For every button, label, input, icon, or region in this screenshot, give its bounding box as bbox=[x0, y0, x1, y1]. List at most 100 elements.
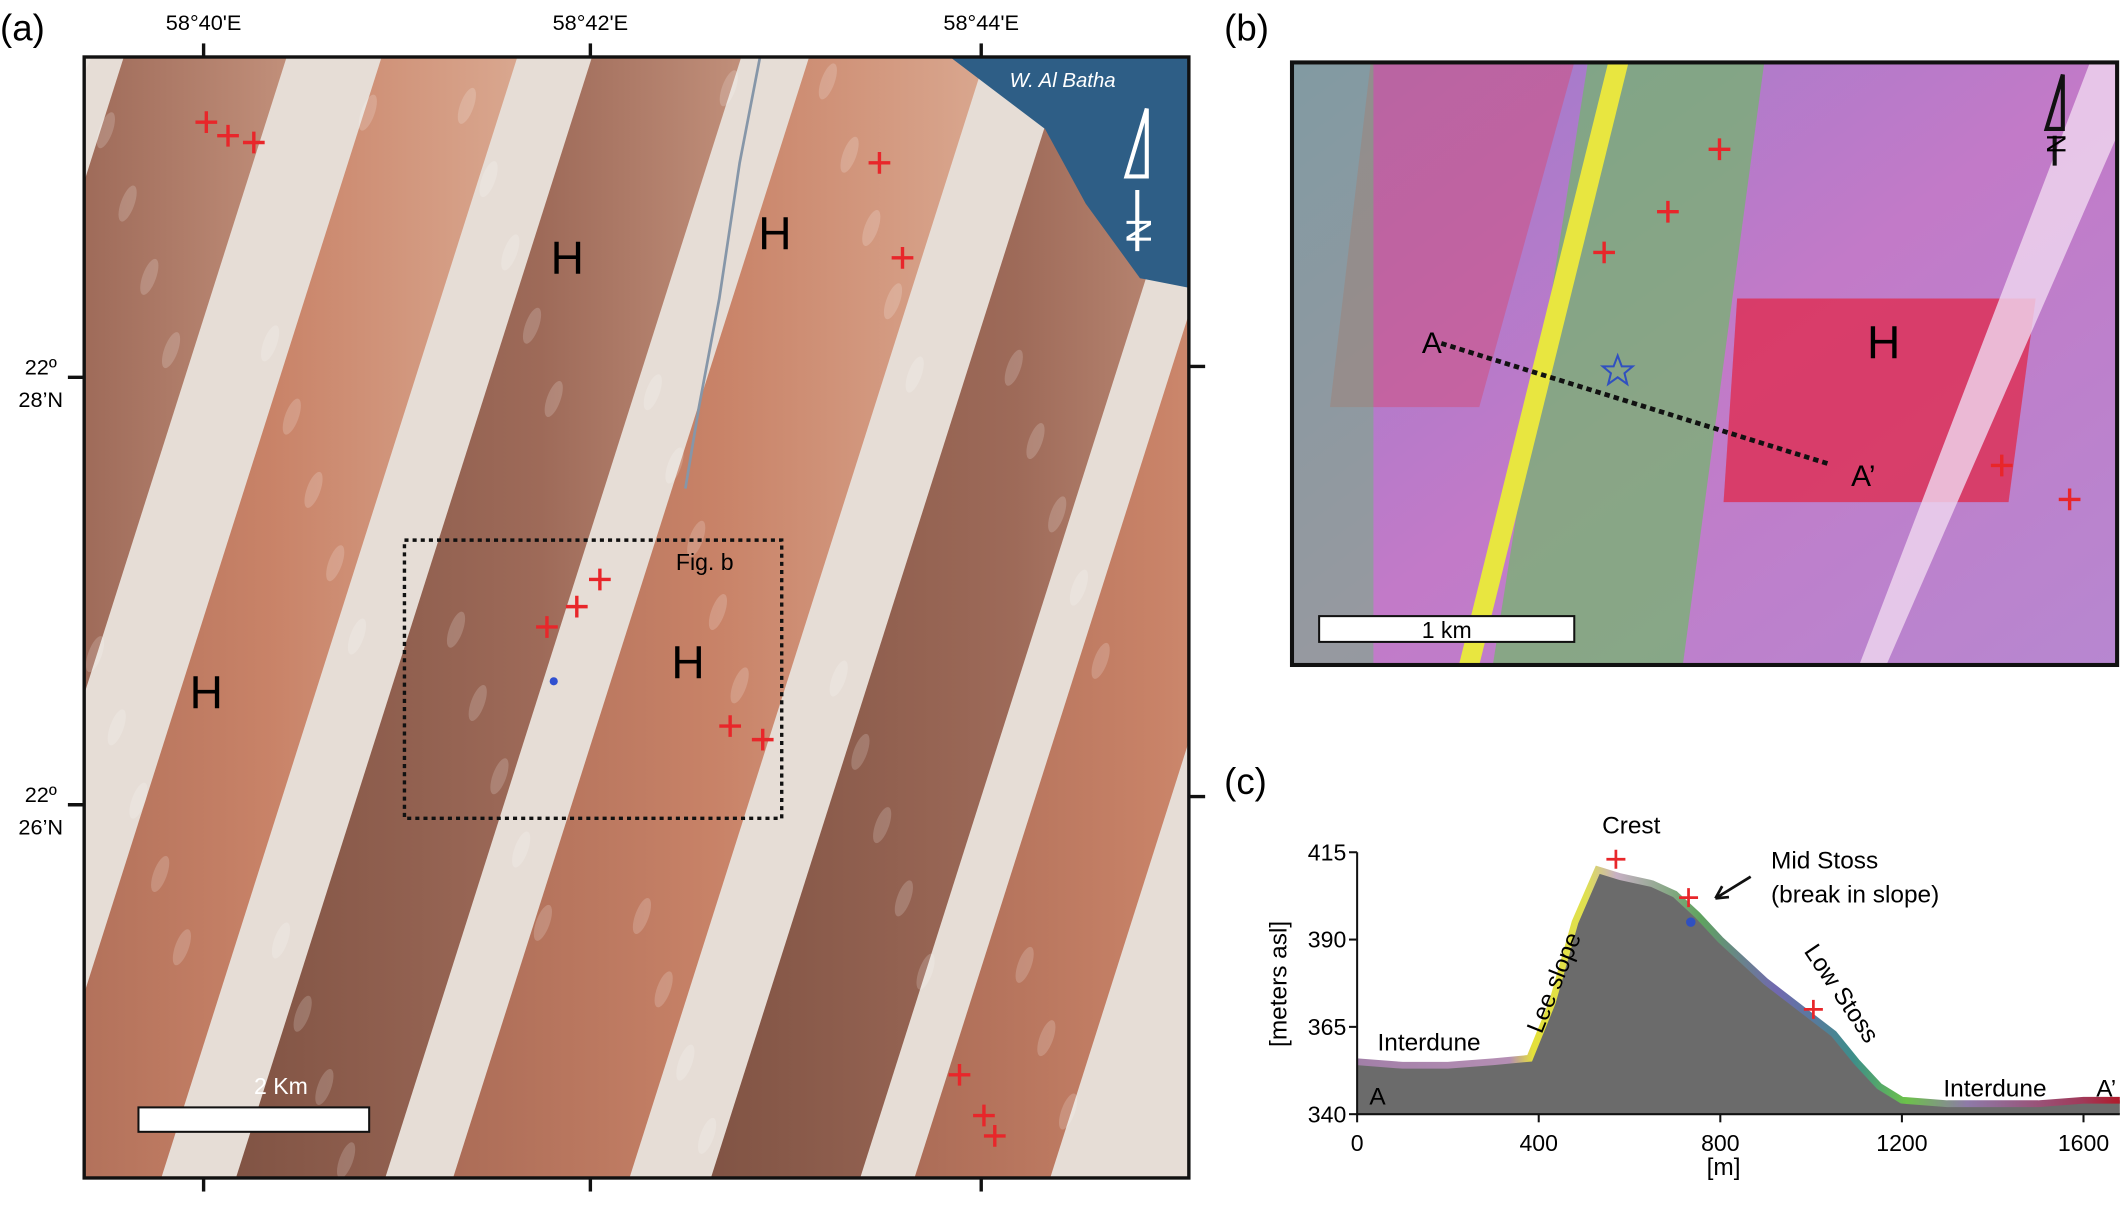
texture bbox=[172, 929, 191, 966]
hollow-label: H bbox=[1867, 316, 1900, 368]
panel-label: (a) bbox=[0, 8, 45, 49]
texture bbox=[1004, 349, 1023, 386]
texture bbox=[818, 63, 837, 100]
texture bbox=[336, 1142, 356, 1178]
north-arrow bbox=[1123, 107, 1149, 252]
sample-marker bbox=[1593, 241, 1615, 264]
texture bbox=[643, 374, 662, 411]
place-label: W. Al Batha bbox=[1010, 70, 1116, 92]
profile-start: A bbox=[1422, 327, 1442, 360]
scale-bar bbox=[137, 1106, 371, 1133]
sample-marker bbox=[1606, 849, 1626, 869]
texture bbox=[1069, 569, 1089, 606]
annotation: (break in slope) bbox=[1771, 881, 1939, 908]
sample-marker bbox=[891, 246, 914, 269]
x-tick-label: 1200 bbox=[1876, 1130, 1927, 1156]
texture bbox=[851, 733, 870, 770]
texture bbox=[840, 136, 859, 173]
scale-label: 2 Km bbox=[254, 1073, 308, 1099]
sample-marker bbox=[1657, 200, 1679, 223]
texture bbox=[107, 709, 126, 746]
sample-marker bbox=[719, 715, 742, 737]
north-label: N bbox=[2041, 134, 2072, 154]
hollow-label: H bbox=[190, 666, 223, 718]
texture bbox=[293, 995, 312, 1032]
sample-marker bbox=[973, 1104, 995, 1127]
dune bbox=[914, 314, 1189, 1178]
texture bbox=[1015, 946, 1034, 983]
y-tick-label: 340 bbox=[1308, 1101, 1346, 1127]
y-tick-label: 365 bbox=[1308, 1014, 1346, 1040]
map-frame bbox=[82, 55, 1191, 1180]
texture bbox=[457, 87, 476, 124]
texture bbox=[862, 209, 881, 246]
texture bbox=[282, 398, 301, 435]
x-tick-label: 400 bbox=[1519, 1130, 1557, 1156]
texture bbox=[512, 831, 531, 868]
north-label: N bbox=[1120, 218, 1159, 243]
lat-label: 22º bbox=[25, 782, 57, 807]
x-axis-label: [m] bbox=[1707, 1154, 1741, 1181]
sample-marker bbox=[1708, 138, 1731, 161]
texture bbox=[533, 904, 552, 941]
texture bbox=[1091, 642, 1110, 679]
annotation: Interdune bbox=[1377, 1029, 1480, 1056]
texture bbox=[905, 356, 924, 393]
texture bbox=[140, 258, 159, 295]
texture bbox=[829, 660, 848, 697]
texture bbox=[304, 471, 323, 508]
texture bbox=[479, 161, 498, 198]
texture bbox=[1048, 496, 1067, 533]
texture bbox=[654, 971, 673, 1008]
sample-marker bbox=[536, 616, 558, 638]
star-marker bbox=[1599, 352, 1636, 387]
texture bbox=[916, 953, 935, 990]
texture bbox=[697, 1117, 717, 1154]
star-marker bbox=[549, 677, 558, 686]
track bbox=[684, 56, 762, 489]
dune bbox=[710, 56, 1189, 1178]
texture bbox=[676, 1044, 695, 1081]
profile-line bbox=[1440, 341, 1831, 467]
texture bbox=[315, 1069, 334, 1106]
sample-marker bbox=[868, 151, 891, 174]
satellite-image bbox=[84, 56, 1189, 1178]
north-arrow bbox=[2043, 74, 2065, 166]
image-frame bbox=[1289, 60, 2120, 668]
lat-label: 28’N bbox=[18, 387, 63, 412]
annotation: Mid Stoss bbox=[1771, 848, 1878, 875]
x-tick-label: 800 bbox=[1701, 1130, 1739, 1156]
x-tick-label: 1600 bbox=[2058, 1130, 2109, 1156]
x-tick-label: 0 bbox=[1351, 1130, 1364, 1156]
sample-marker bbox=[589, 568, 611, 591]
texture bbox=[151, 855, 170, 892]
texture bbox=[632, 898, 652, 935]
texture bbox=[1026, 423, 1045, 460]
lon-label: 58°42'E bbox=[553, 10, 629, 35]
inset-label: Fig. b bbox=[676, 549, 734, 575]
lat-label: 22º bbox=[25, 355, 57, 380]
wadi bbox=[950, 56, 1189, 288]
annotation: A’ bbox=[2096, 1076, 2116, 1103]
hollow-label: H bbox=[758, 208, 791, 260]
texture bbox=[161, 332, 181, 369]
texture bbox=[665, 447, 684, 484]
texture bbox=[719, 70, 738, 107]
dune bbox=[453, 56, 986, 1178]
sample-marker bbox=[195, 111, 218, 133]
sample-marker bbox=[2058, 488, 2081, 511]
texture bbox=[468, 684, 487, 721]
scale-label: 1 km bbox=[1422, 617, 1472, 643]
sample-marker bbox=[1679, 888, 1699, 908]
y-axis-label: [meters asl] bbox=[1266, 921, 1293, 1047]
annotation-arrow bbox=[1714, 875, 1752, 900]
texture bbox=[708, 594, 728, 631]
annotation: Crest bbox=[1602, 812, 1661, 839]
red-zone bbox=[1329, 62, 1575, 408]
texture bbox=[96, 112, 115, 149]
annotation: Interdune bbox=[1943, 1076, 2046, 1103]
texture bbox=[347, 618, 367, 655]
y-tick-label: 390 bbox=[1308, 927, 1346, 953]
false-color-image bbox=[1291, 62, 2118, 665]
